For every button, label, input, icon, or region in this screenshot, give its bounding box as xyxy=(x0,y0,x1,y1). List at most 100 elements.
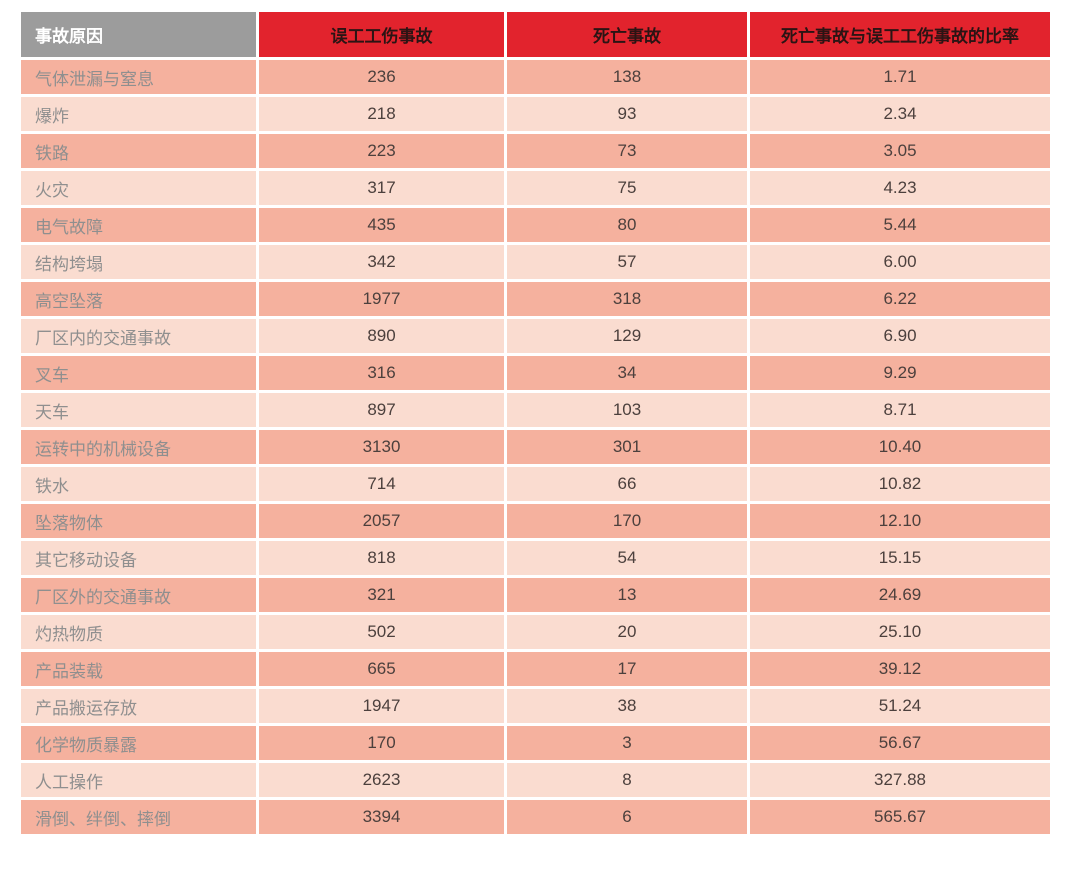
lost-time-cell: 218 xyxy=(259,97,504,131)
cause-cell: 厂区外的交通事故 xyxy=(21,578,256,612)
ratio-cell: 51.24 xyxy=(750,689,1050,723)
table-row: 化学物质暴露 170 3 56.67 xyxy=(21,726,1050,760)
lost-time-cell: 317 xyxy=(259,171,504,205)
lost-time-cell: 665 xyxy=(259,652,504,686)
column-header-lost-time: 误工工伤事故 xyxy=(259,12,504,57)
fatal-cell: 3 xyxy=(507,726,747,760)
fatal-cell: 13 xyxy=(507,578,747,612)
column-header-fatal: 死亡事故 xyxy=(507,12,747,57)
table-row: 天车 897 103 8.71 xyxy=(21,393,1050,427)
ratio-cell: 1.71 xyxy=(750,60,1050,94)
lost-time-cell: 897 xyxy=(259,393,504,427)
table-row: 产品搬运存放 1947 38 51.24 xyxy=(21,689,1050,723)
lost-time-cell: 170 xyxy=(259,726,504,760)
fatal-cell: 138 xyxy=(507,60,747,94)
ratio-cell: 6.90 xyxy=(750,319,1050,353)
cause-cell: 滑倒、绊倒、摔倒 xyxy=(21,800,256,834)
cause-cell: 高空坠落 xyxy=(21,282,256,316)
lost-time-cell: 3394 xyxy=(259,800,504,834)
fatal-cell: 301 xyxy=(507,430,747,464)
cause-cell: 运转中的机械设备 xyxy=(21,430,256,464)
ratio-cell: 12.10 xyxy=(750,504,1050,538)
fatal-cell: 20 xyxy=(507,615,747,649)
fatal-cell: 73 xyxy=(507,134,747,168)
table-row: 铁水 714 66 10.82 xyxy=(21,467,1050,501)
table-row: 滑倒、绊倒、摔倒 3394 6 565.67 xyxy=(21,800,1050,834)
cause-cell: 火灾 xyxy=(21,171,256,205)
lost-time-cell: 316 xyxy=(259,356,504,390)
lost-time-cell: 1947 xyxy=(259,689,504,723)
ratio-cell: 3.05 xyxy=(750,134,1050,168)
ratio-cell: 6.00 xyxy=(750,245,1050,279)
lost-time-cell: 890 xyxy=(259,319,504,353)
ratio-cell: 9.29 xyxy=(750,356,1050,390)
fatal-cell: 6 xyxy=(507,800,747,834)
ratio-cell: 8.71 xyxy=(750,393,1050,427)
fatal-cell: 93 xyxy=(507,97,747,131)
fatal-cell: 129 xyxy=(507,319,747,353)
table-row: 铁路 223 73 3.05 xyxy=(21,134,1050,168)
fatal-cell: 8 xyxy=(507,763,747,797)
cause-cell: 产品搬运存放 xyxy=(21,689,256,723)
fatal-cell: 103 xyxy=(507,393,747,427)
cause-cell: 铁水 xyxy=(21,467,256,501)
fatal-cell: 80 xyxy=(507,208,747,242)
table-row: 气体泄漏与窒息 236 138 1.71 xyxy=(21,60,1050,94)
cause-cell: 电气故障 xyxy=(21,208,256,242)
fatal-cell: 54 xyxy=(507,541,747,575)
lost-time-cell: 342 xyxy=(259,245,504,279)
table-row: 叉车 316 34 9.29 xyxy=(21,356,1050,390)
fatal-cell: 17 xyxy=(507,652,747,686)
fatal-cell: 170 xyxy=(507,504,747,538)
cause-cell: 其它移动设备 xyxy=(21,541,256,575)
lost-time-cell: 2057 xyxy=(259,504,504,538)
lost-time-cell: 236 xyxy=(259,60,504,94)
fatal-cell: 75 xyxy=(507,171,747,205)
ratio-cell: 4.23 xyxy=(750,171,1050,205)
table-row: 坠落物体 2057 170 12.10 xyxy=(21,504,1050,538)
cause-cell: 结构垮塌 xyxy=(21,245,256,279)
table-row: 厂区外的交通事故 321 13 24.69 xyxy=(21,578,1050,612)
lost-time-cell: 223 xyxy=(259,134,504,168)
ratio-cell: 39.12 xyxy=(750,652,1050,686)
ratio-cell: 327.88 xyxy=(750,763,1050,797)
page: { "colors": { "header_gray": "#9c9c9c", … xyxy=(0,9,1080,873)
table-row: 人工操作 2623 8 327.88 xyxy=(21,763,1050,797)
table-row: 运转中的机械设备 3130 301 10.40 xyxy=(21,430,1050,464)
cause-cell: 化学物质暴露 xyxy=(21,726,256,760)
lost-time-cell: 2623 xyxy=(259,763,504,797)
ratio-cell: 565.67 xyxy=(750,800,1050,834)
lost-time-cell: 714 xyxy=(259,467,504,501)
ratio-cell: 10.82 xyxy=(750,467,1050,501)
lost-time-cell: 502 xyxy=(259,615,504,649)
ratio-cell: 5.44 xyxy=(750,208,1050,242)
cause-cell: 产品装载 xyxy=(21,652,256,686)
table-row: 其它移动设备 818 54 15.15 xyxy=(21,541,1050,575)
cause-cell: 人工操作 xyxy=(21,763,256,797)
lost-time-cell: 818 xyxy=(259,541,504,575)
table-row: 爆炸 218 93 2.34 xyxy=(21,97,1050,131)
ratio-cell: 25.10 xyxy=(750,615,1050,649)
cause-cell: 铁路 xyxy=(21,134,256,168)
fatal-cell: 38 xyxy=(507,689,747,723)
cause-cell: 灼热物质 xyxy=(21,615,256,649)
table-row: 火灾 317 75 4.23 xyxy=(21,171,1050,205)
ratio-cell: 2.34 xyxy=(750,97,1050,131)
ratio-cell: 10.40 xyxy=(750,430,1050,464)
lost-time-cell: 1977 xyxy=(259,282,504,316)
ratio-cell: 24.69 xyxy=(750,578,1050,612)
accident-statistics-table: 事故原因 误工工伤事故 死亡事故 死亡事故与误工工伤事故的比率 气体泄漏与窒息 2… xyxy=(18,9,1053,837)
table-row: 结构垮塌 342 57 6.00 xyxy=(21,245,1050,279)
table-row: 厂区内的交通事故 890 129 6.90 xyxy=(21,319,1050,353)
fatal-cell: 318 xyxy=(507,282,747,316)
column-header-ratio: 死亡事故与误工工伤事故的比率 xyxy=(750,12,1050,57)
cause-cell: 天车 xyxy=(21,393,256,427)
table-row: 产品装载 665 17 39.12 xyxy=(21,652,1050,686)
table-row: 灼热物质 502 20 25.10 xyxy=(21,615,1050,649)
cause-cell: 气体泄漏与窒息 xyxy=(21,60,256,94)
header-row: 事故原因 误工工伤事故 死亡事故 死亡事故与误工工伤事故的比率 xyxy=(21,12,1050,57)
cause-cell: 爆炸 xyxy=(21,97,256,131)
ratio-cell: 15.15 xyxy=(750,541,1050,575)
ratio-cell: 56.67 xyxy=(750,726,1050,760)
lost-time-cell: 321 xyxy=(259,578,504,612)
